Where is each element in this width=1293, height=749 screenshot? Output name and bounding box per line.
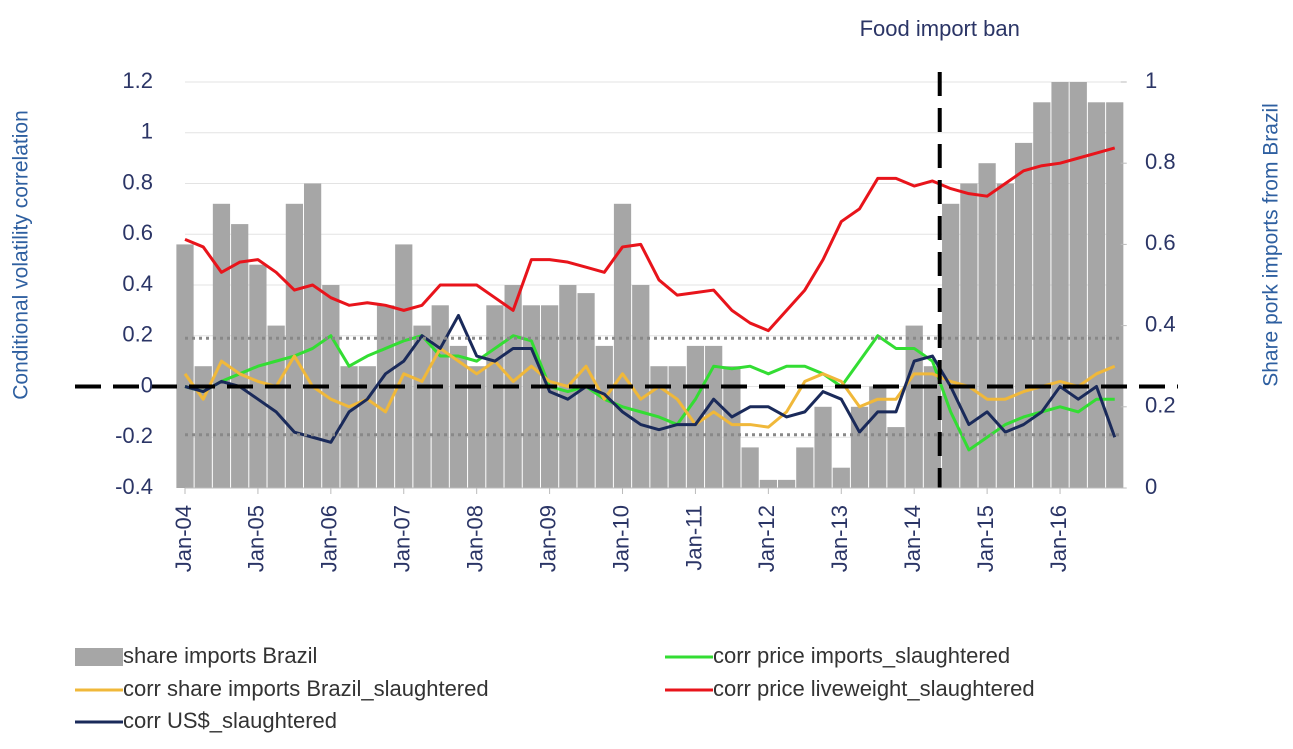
bar bbox=[1051, 82, 1069, 488]
bar bbox=[267, 325, 285, 488]
y-tick-label: 0.8 bbox=[122, 169, 153, 194]
y2-tick-label: 0.4 bbox=[1145, 311, 1176, 336]
bar bbox=[996, 183, 1014, 488]
bar bbox=[340, 366, 358, 488]
line bbox=[184, 334, 1115, 452]
bar bbox=[431, 305, 449, 488]
bar bbox=[832, 467, 850, 488]
y2-tick-label: 0.2 bbox=[1145, 393, 1176, 418]
bar bbox=[942, 203, 960, 489]
y-tick-label: 0.4 bbox=[122, 271, 153, 296]
bar bbox=[231, 224, 249, 488]
x-tick-label: Jan-05 bbox=[244, 505, 269, 572]
bar bbox=[577, 293, 595, 488]
bar bbox=[905, 325, 923, 488]
bar bbox=[613, 203, 632, 489]
bar bbox=[1087, 102, 1106, 489]
bar bbox=[814, 406, 832, 488]
legend-label: share imports Brazil bbox=[123, 643, 317, 668]
line bbox=[183, 346, 1116, 429]
y2-tick-label: 0 bbox=[1145, 474, 1157, 499]
bar bbox=[468, 366, 486, 488]
bar bbox=[358, 366, 376, 488]
x-tick-label: Jan-14 bbox=[900, 505, 925, 572]
x-tick-label: Jan-07 bbox=[390, 505, 415, 572]
bar bbox=[176, 244, 194, 488]
line bbox=[184, 313, 1117, 444]
bar bbox=[249, 264, 267, 488]
legend-swatch bbox=[75, 648, 123, 666]
y-tick-label: 1.2 bbox=[122, 68, 153, 93]
x-tick-label: Jan-04 bbox=[171, 505, 196, 572]
bar bbox=[741, 447, 759, 488]
bar bbox=[1033, 102, 1051, 489]
y-tick-label: 0 bbox=[141, 372, 153, 397]
bar bbox=[285, 203, 303, 489]
y2-axis-title: Share pork imports from Brazil bbox=[1260, 103, 1283, 387]
bar bbox=[194, 366, 212, 488]
bar bbox=[395, 244, 413, 488]
x-tick-label: Jan-10 bbox=[608, 505, 633, 572]
y2-tick-label: 0.6 bbox=[1145, 230, 1176, 255]
line bbox=[184, 146, 1116, 333]
bar bbox=[759, 479, 777, 488]
bar bbox=[1106, 102, 1124, 489]
bar bbox=[1014, 142, 1033, 488]
bar bbox=[522, 305, 540, 488]
legend-label: corr share imports Brazil_slaughtered bbox=[123, 676, 489, 701]
y2-tick-label: 0.8 bbox=[1145, 149, 1176, 174]
bar bbox=[595, 345, 613, 488]
x-tick-label: Jan-11 bbox=[681, 505, 706, 571]
x-tick-label: Jan-15 bbox=[973, 505, 998, 572]
bar bbox=[796, 447, 814, 488]
bar bbox=[978, 163, 996, 488]
bar bbox=[777, 479, 796, 488]
x-tick-label: Jan-13 bbox=[827, 505, 852, 572]
bar bbox=[413, 325, 431, 488]
bar bbox=[1069, 82, 1087, 488]
legend-label: corr US$_slaughtered bbox=[123, 708, 337, 733]
bar bbox=[686, 345, 705, 488]
y-tick-label: 1 bbox=[141, 119, 153, 144]
y-tick-label: -0.4 bbox=[115, 474, 153, 499]
x-tick-label: Jan-09 bbox=[535, 505, 560, 572]
bar bbox=[960, 183, 978, 488]
x-tick-label: Jan-08 bbox=[462, 505, 487, 572]
bar bbox=[632, 285, 650, 488]
y-tick-label: 0.6 bbox=[122, 220, 153, 245]
overlay: Food import ban bbox=[75, 16, 1178, 488]
lines bbox=[183, 146, 1117, 452]
bar bbox=[303, 183, 322, 488]
y2-tick-label: 1 bbox=[1145, 68, 1157, 93]
bar bbox=[540, 305, 559, 488]
annotation: Food import ban bbox=[860, 16, 1020, 41]
x-tick-label: Jan-12 bbox=[754, 505, 779, 572]
bar bbox=[705, 345, 723, 488]
x-tick-label: Jan-16 bbox=[1046, 505, 1071, 572]
legend-label: corr price imports_slaughtered bbox=[713, 643, 1010, 668]
legend-label: corr price liveweight_slaughtered bbox=[713, 676, 1035, 701]
bar bbox=[650, 366, 668, 488]
bar bbox=[723, 366, 741, 488]
bar bbox=[486, 305, 504, 488]
bar bbox=[887, 427, 905, 488]
bar bbox=[449, 345, 468, 488]
y-axis-title: Conditional volatility correlation bbox=[10, 110, 33, 399]
y-tick-label: 0.2 bbox=[122, 322, 153, 347]
bar bbox=[923, 366, 942, 488]
y-tick-label: -0.2 bbox=[115, 423, 153, 448]
bar bbox=[212, 203, 231, 489]
x-tick-label: Jan-06 bbox=[317, 505, 342, 572]
